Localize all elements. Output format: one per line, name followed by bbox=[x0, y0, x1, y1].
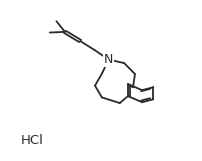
Text: N: N bbox=[103, 53, 113, 66]
Text: HCl: HCl bbox=[20, 134, 43, 147]
